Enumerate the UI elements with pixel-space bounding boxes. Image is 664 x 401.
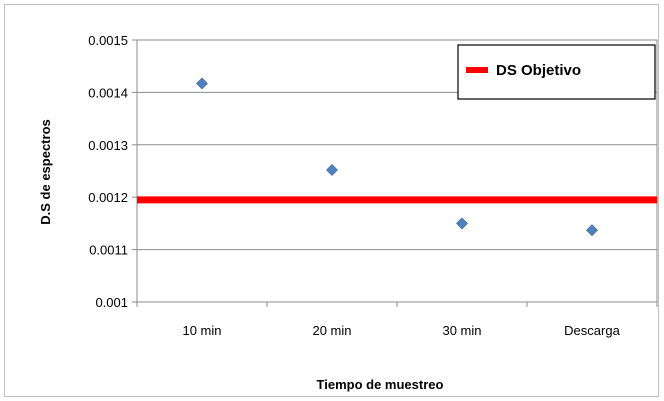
x-tick-label: Descarga [564, 323, 620, 338]
y-tick-label: 0.0011 [89, 243, 128, 258]
data-point [326, 164, 338, 176]
x-tick-label: 10 min [182, 323, 221, 338]
x-axis-title: Tiempo de muestreo [317, 377, 444, 392]
y-tick-label: 0.0015 [88, 33, 128, 48]
y-tick-label: 0.0014 [88, 85, 128, 100]
y-tick-label: 0.0013 [88, 138, 128, 153]
data-point [586, 224, 598, 237]
data-point [456, 217, 468, 230]
x-tick-labels: 10 min 20 min 30 min Descarga [182, 323, 620, 338]
x-tick-label: 30 min [442, 323, 481, 338]
y-tick-label: 0.001 [95, 295, 128, 310]
y-axis-title: D.S de espectros [38, 119, 53, 225]
data-point [196, 77, 208, 90]
y-tick-labels: 0.001 0.0011 0.0012 0.0013 0.0014 0.0015 [88, 33, 128, 310]
y-tick-label: 0.0012 [88, 190, 128, 205]
legend-box [457, 44, 656, 100]
legend: DS Objetivo [457, 44, 656, 100]
x-tick-marks [136, 302, 658, 307]
data-points [196, 77, 598, 237]
x-tick-label: 20 min [312, 323, 351, 338]
legend-label: DS Objetivo [496, 62, 581, 79]
